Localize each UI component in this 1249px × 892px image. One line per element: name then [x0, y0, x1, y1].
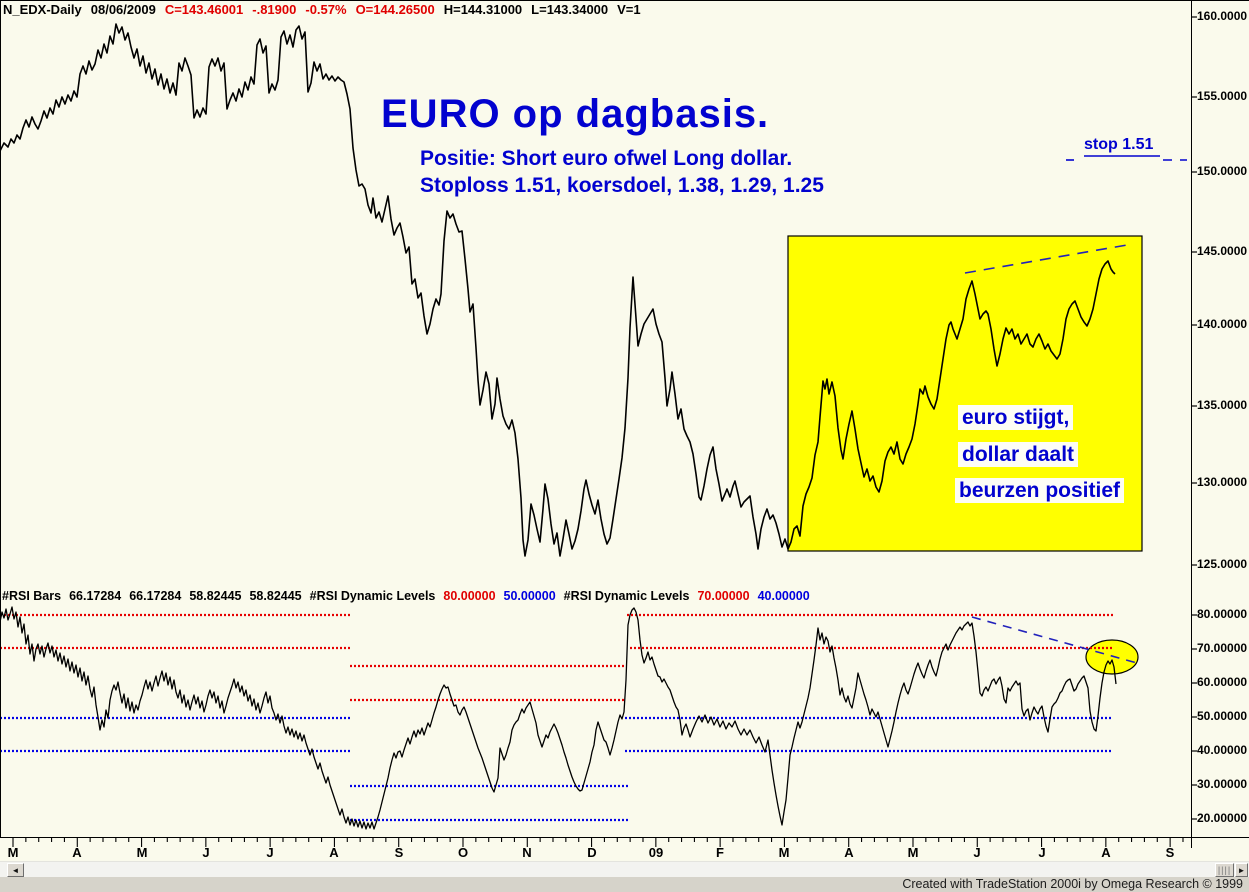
time-axis-label: A [329, 845, 339, 860]
rsi-axis-label: 80.00000 [1197, 607, 1248, 621]
high-value: H=144.31000 [443, 2, 523, 17]
price-axis-label: 130.0000 [1197, 475, 1248, 489]
yellow-ellipse-highlight [1085, 639, 1139, 675]
time-axis-label: S [1165, 845, 1175, 860]
close-value: C=143.46001 [164, 2, 244, 17]
time-axis-label: S [394, 845, 404, 860]
stoploss-note: Stoploss 1.51, koersdoel, 1.38, 1.29, 1.… [420, 174, 824, 197]
rsi-axis-label: 40.00000 [1197, 743, 1248, 757]
time-axis-label: M [907, 845, 919, 860]
time-axis-label: A [1101, 845, 1111, 860]
time-axis-label: J [973, 845, 981, 860]
rsi-trendline-dashed [971, 616, 1138, 664]
rsi-axis-label: 60.00000 [1197, 675, 1248, 689]
price-axis-label: 125.0000 [1197, 557, 1248, 571]
rsi-dyn2-red-value: 70.00000 [697, 589, 750, 603]
date-label: 08/06/2009 [90, 2, 156, 17]
time-axis-label: J [266, 845, 274, 860]
scroll-right-button[interactable]: ► [1235, 863, 1248, 877]
quote-header: N_EDX-Daily 08/06/2009 C=143.46001 -.819… [3, 2, 641, 17]
time-axis-label: M [7, 845, 19, 860]
axis-tick-marks [12, 16, 1197, 847]
stop-level-line [1066, 155, 1187, 161]
time-axis-label: D [587, 845, 597, 860]
rsi-value-1: 66.17284 [69, 589, 122, 603]
yellow-box-note-1: euro stijgt, [958, 405, 1074, 430]
yellow-highlight-box [787, 235, 1143, 552]
yellow-box-note-3: beurzen positief [955, 478, 1125, 503]
rsi-axis-label: 20.00000 [1197, 811, 1248, 825]
rsi-value-4: 58.82445 [249, 589, 302, 603]
time-axis-label: A [72, 845, 82, 860]
symbol-label: N_EDX-Daily [3, 2, 82, 17]
rsi-line [0, 606, 1117, 830]
rsi-dyn1-blue-value: 50.00000 [503, 589, 556, 603]
rsi-axis-label: 50.00000 [1197, 709, 1248, 723]
low-value: L=143.34000 [531, 2, 609, 17]
rsi-dyn2-blue-value: 40.00000 [757, 589, 810, 603]
scroll-left-button[interactable]: ◄ [7, 863, 24, 877]
price-axis-label: 155.0000 [1197, 89, 1248, 103]
rsi-value-3: 58.82445 [189, 589, 242, 603]
yellow-box-note-2: dollar daalt [958, 442, 1079, 467]
rsi-axis-label: 70.00000 [1197, 641, 1248, 655]
status-strip [0, 877, 1249, 892]
price-line [0, 23, 1116, 557]
price-axis-label: 150.0000 [1197, 164, 1248, 178]
time-axis-label: O [457, 845, 469, 860]
rsi-dyn1-red-value: 80.00000 [443, 589, 496, 603]
rsi-name: #RSI Bars [2, 589, 62, 603]
time-axis-label: N [522, 845, 532, 860]
change-pct-value: -0.57% [305, 2, 347, 17]
time-axis-label: J [202, 845, 210, 860]
rsi-dynamic-levels-label-2: #RSI Dynamic Levels [563, 589, 690, 603]
rsi-dynamic-levels-label-1: #RSI Dynamic Levels [309, 589, 436, 603]
price-axis-label: 140.0000 [1197, 317, 1248, 331]
price-axis-label: 135.0000 [1197, 398, 1248, 412]
rsi-value-2: 66.17284 [129, 589, 182, 603]
volume-value: V=1 [617, 2, 641, 17]
chart-title: EURO op dagbasis. [381, 92, 770, 136]
horizontal-scrollbar[interactable]: ◄ |||| ► [0, 861, 1249, 878]
rsi-axis-label: 30.00000 [1197, 777, 1248, 791]
tradestation-credit: Created with TradeStation 2000i by Omega… [902, 877, 1243, 891]
time-axis-label: A [844, 845, 854, 860]
time-axis-label: F [716, 845, 724, 860]
rsi-dynamic-level-lines [0, 613, 1115, 822]
price-axis-label: 145.0000 [1197, 244, 1248, 258]
position-note: Positie: Short euro ofwel Long dollar. [420, 147, 793, 170]
rsi-pane-header: #RSI Bars 66.17284 66.17284 58.82445 58.… [2, 589, 810, 603]
time-axis-label: M [136, 845, 148, 860]
time-axis-label: M [778, 845, 790, 860]
open-value: O=144.26500 [355, 2, 435, 17]
scrollbar-thumb[interactable]: |||| [1215, 863, 1234, 877]
change-value: -.81900 [252, 2, 297, 17]
stop-level-label: stop 1.51 [1084, 136, 1154, 153]
time-axis-label: J [1038, 845, 1046, 860]
price-trendline-dashed [964, 244, 1128, 274]
price-axis-label: 160.0000 [1197, 9, 1248, 23]
time-axis-label: 09 [648, 845, 664, 860]
